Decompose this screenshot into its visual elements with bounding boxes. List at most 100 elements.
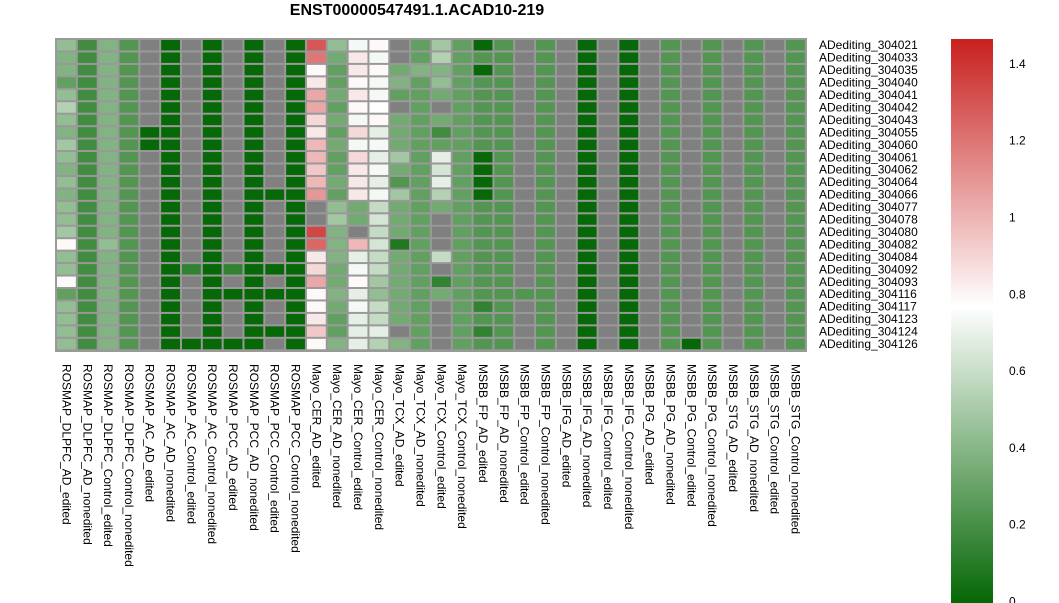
heatmap-cell: [327, 64, 347, 76]
heatmap-cell: [348, 214, 368, 225]
heatmap-cell: [77, 226, 97, 238]
heatmap-cell: [265, 40, 285, 51]
row-label: ADediting_304117: [819, 300, 917, 314]
heatmap-cell: [556, 338, 576, 350]
heatmap-cell: [202, 52, 222, 63]
heatmap-cell: [661, 251, 680, 263]
heatmap-cell: [286, 276, 305, 287]
heatmap-cell: [661, 201, 680, 213]
heatmap-cell: [244, 114, 264, 126]
heatmap-cell: [744, 214, 764, 225]
heatmap-cell: [661, 301, 680, 312]
heatmap-cell: [390, 338, 410, 350]
heatmap-cell: [640, 201, 660, 213]
heatmap-cell: [306, 114, 326, 126]
heatmap-cell: [515, 326, 535, 337]
heatmap-cell: [431, 139, 451, 151]
column-label: MSBB_IFG_AD_nonedited: [580, 364, 594, 507]
heatmap-cell: [223, 289, 243, 300]
heatmap-cell: [98, 189, 118, 200]
heatmap-cell: [348, 189, 368, 200]
heatmap-cell: [786, 114, 805, 126]
heatmap-cell: [57, 214, 76, 225]
heatmap-cell: [556, 289, 576, 300]
heatmap-cell: [119, 338, 139, 350]
column-label: MSBB_FP_Control_edited: [518, 364, 532, 505]
legend-ticks: 0 0.2 0.4 0.6 0.8 1 1.2 1.4: [1009, 57, 1026, 603]
heatmap-cell: [640, 313, 660, 325]
heatmap-cell: [161, 40, 180, 51]
heatmap-cell: [515, 264, 535, 275]
heatmap-cell: [702, 152, 722, 163]
column-label: MSBB_STG_AD_edited: [726, 364, 740, 492]
heatmap-cell: [327, 264, 347, 275]
legend-tick-label: 1: [1009, 211, 1016, 225]
heatmap-cell: [556, 313, 576, 325]
heatmap-cell: [98, 301, 118, 312]
heatmap-cell: [723, 127, 743, 138]
heatmap-cell: [244, 77, 264, 88]
heatmap-cell: [702, 189, 722, 200]
heatmap-cell: [473, 139, 493, 151]
heatmap-cell: [786, 40, 805, 51]
heatmap-cell: [473, 127, 493, 138]
heatmap-cell: [98, 176, 118, 188]
heatmap-cell: [619, 239, 639, 250]
heatmap-cell: [765, 326, 785, 337]
heatmap-cell: [598, 201, 618, 213]
row-label: ADediting_304061: [819, 150, 918, 164]
heatmap-cell: [57, 64, 76, 76]
heatmap-cell: [161, 102, 180, 113]
heatmap-cell: [286, 338, 305, 350]
heatmap-cell: [640, 152, 660, 163]
heatmap-cell: [598, 313, 618, 325]
heatmap-cell: [536, 40, 555, 51]
heatmap-cell: [411, 264, 430, 275]
heatmap-cell: [765, 77, 785, 88]
heatmap-cell: [723, 289, 743, 300]
heatmap-cell: [515, 201, 535, 213]
heatmap-cell: [286, 52, 305, 63]
heatmap-cell: [681, 239, 701, 250]
heatmap-cell: [494, 214, 514, 225]
heatmap-cell: [702, 289, 722, 300]
heatmap-cell: [556, 64, 576, 76]
heatmap-cell: [202, 276, 222, 287]
heatmap-cell: [223, 89, 243, 101]
heatmap-cell: [556, 301, 576, 312]
heatmap-cell: [161, 164, 180, 175]
heatmap-cell: [306, 251, 326, 263]
heatmap-cell: [619, 276, 639, 287]
heatmap-cell: [702, 64, 722, 76]
heatmap-cell: [140, 127, 160, 138]
heatmap-cell: [494, 102, 514, 113]
heatmap-cell: [286, 40, 305, 51]
heatmap-cell: [98, 164, 118, 175]
heatmap-cell: [390, 64, 410, 76]
heatmap-cell: [473, 289, 493, 300]
heatmap-cell: [744, 40, 764, 51]
heatmap-cell: [119, 52, 139, 63]
column-label: MSBB_PG_AD_nonedited: [663, 364, 677, 505]
heatmap-cell: [306, 40, 326, 51]
heatmap-cell: [744, 139, 764, 151]
heatmap-cell: [244, 326, 264, 337]
heatmap-cell: [640, 114, 660, 126]
heatmap-cell: [661, 313, 680, 325]
heatmap-cell: [286, 139, 305, 151]
column-label: ROSMAP_AC_AD_edited: [143, 364, 157, 502]
heatmap-cell: [244, 139, 264, 151]
heatmap-cell: [119, 214, 139, 225]
heatmap-cell: [411, 127, 430, 138]
row-label: ADediting_304092: [819, 262, 918, 276]
heatmap-cell: [786, 239, 805, 250]
heatmap-cell: [57, 176, 76, 188]
heatmap-cell: [244, 127, 264, 138]
heatmap-cell: [577, 338, 597, 350]
heatmap-cell: [390, 102, 410, 113]
heatmap-cell: [452, 301, 472, 312]
heatmap-cell: [140, 226, 160, 238]
heatmap-cell: [77, 214, 97, 225]
heatmap-cell: [98, 289, 118, 300]
row-label: ADediting_304064: [819, 175, 918, 189]
